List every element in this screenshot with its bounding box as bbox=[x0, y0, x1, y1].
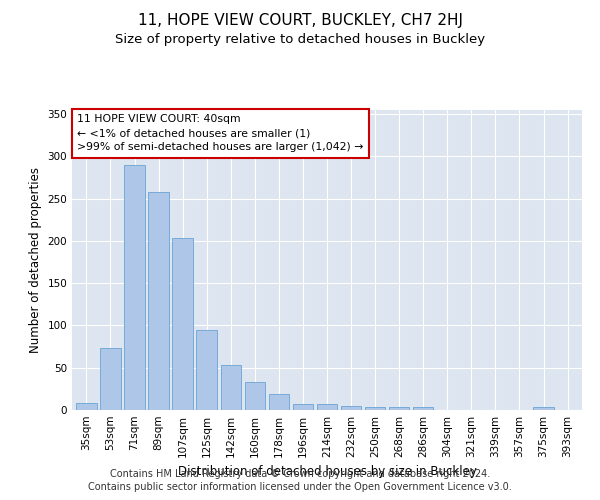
Bar bbox=[269, 394, 289, 410]
Bar bbox=[172, 238, 193, 410]
Text: Size of property relative to detached houses in Buckley: Size of property relative to detached ho… bbox=[115, 32, 485, 46]
Bar bbox=[293, 404, 313, 410]
Bar bbox=[76, 403, 97, 410]
Bar bbox=[365, 406, 385, 410]
Bar bbox=[196, 330, 217, 410]
Bar bbox=[245, 382, 265, 410]
Text: Contains HM Land Registry data © Crown copyright and database right 2024.
Contai: Contains HM Land Registry data © Crown c… bbox=[88, 470, 512, 492]
Text: 11, HOPE VIEW COURT, BUCKLEY, CH7 2HJ: 11, HOPE VIEW COURT, BUCKLEY, CH7 2HJ bbox=[137, 12, 463, 28]
Bar bbox=[100, 348, 121, 410]
Y-axis label: Number of detached properties: Number of detached properties bbox=[29, 167, 42, 353]
Bar bbox=[221, 365, 241, 410]
Bar bbox=[533, 408, 554, 410]
Bar bbox=[148, 192, 169, 410]
Bar bbox=[124, 165, 145, 410]
Bar bbox=[413, 406, 433, 410]
X-axis label: Distribution of detached houses by size in Buckley: Distribution of detached houses by size … bbox=[178, 466, 476, 478]
Bar bbox=[341, 406, 361, 410]
Text: 11 HOPE VIEW COURT: 40sqm
← <1% of detached houses are smaller (1)
>99% of semi-: 11 HOPE VIEW COURT: 40sqm ← <1% of detac… bbox=[77, 114, 364, 152]
Bar bbox=[389, 408, 409, 410]
Bar bbox=[317, 404, 337, 410]
